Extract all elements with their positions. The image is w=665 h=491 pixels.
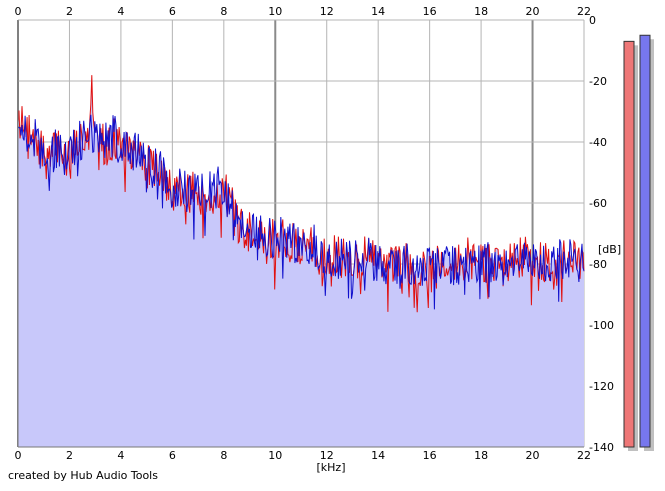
y-tick-label: -120 — [589, 380, 614, 393]
x-tick-label-top: 0 — [15, 5, 22, 18]
y-tick-label: -40 — [589, 136, 607, 149]
x-tick-label-top: 10 — [268, 5, 282, 18]
y-tick-label: 0 — [589, 14, 596, 27]
level-meters — [623, 34, 654, 451]
x-tick-label-top: 4 — [117, 5, 124, 18]
series-layer — [17, 75, 585, 313]
x-tick-label-bottom: 18 — [474, 449, 488, 462]
y-tick-label: -80 — [589, 258, 607, 271]
x-tick-label-bottom: 0 — [15, 449, 22, 462]
spectrum-series-line — [17, 75, 585, 313]
credit-text: created by Hub Audio Tools — [8, 469, 158, 482]
level-meter-bar — [639, 34, 651, 448]
x-tick-label-bottom: 8 — [220, 449, 227, 462]
spectrum-series-line — [17, 114, 585, 310]
x-tick-label-top: 20 — [526, 5, 540, 18]
x-tick-label-bottom: 16 — [423, 449, 437, 462]
x-tick-label-bottom: 10 — [268, 449, 282, 462]
x-tick-label-bottom: 22 — [577, 449, 591, 462]
x-tick-label-top: 6 — [169, 5, 176, 18]
x-tick-label-bottom: 20 — [526, 449, 540, 462]
x-tick-label-bottom: 4 — [117, 449, 124, 462]
y-tick-label: -100 — [589, 319, 614, 332]
x-tick-label-top: 12 — [320, 5, 334, 18]
x-tick-label-top: 18 — [474, 5, 488, 18]
x-tick-label-bottom: 12 — [320, 449, 334, 462]
x-tick-label-bottom: 6 — [169, 449, 176, 462]
x-tick-label-top: 16 — [423, 5, 437, 18]
x-tick-label-top: 14 — [371, 5, 385, 18]
level-meter-bar — [623, 40, 635, 448]
y-tick-label: -140 — [589, 441, 614, 454]
y-axis-label: [dB] — [598, 243, 621, 256]
x-tick-label-top: 22 — [577, 5, 591, 18]
y-tick-label: -20 — [589, 75, 607, 88]
x-tick-labels-top: 0 2 4 6 8 10 12 14 16 18 20 22 — [15, 5, 592, 18]
x-axis-label: [kHz] — [317, 461, 346, 474]
x-tick-label-bottom: 2 — [66, 449, 73, 462]
y-tick-labels: 0 -20 -40 -60 -80 -100 -120 -140 — [589, 14, 614, 454]
x-tick-label-top: 8 — [220, 5, 227, 18]
x-tick-label-bottom: 14 — [371, 449, 385, 462]
x-tick-labels-bottom: 0 2 4 6 8 10 12 14 16 18 20 22 — [15, 449, 592, 462]
y-tick-label: -60 — [589, 197, 607, 210]
x-tick-label-top: 2 — [66, 5, 73, 18]
